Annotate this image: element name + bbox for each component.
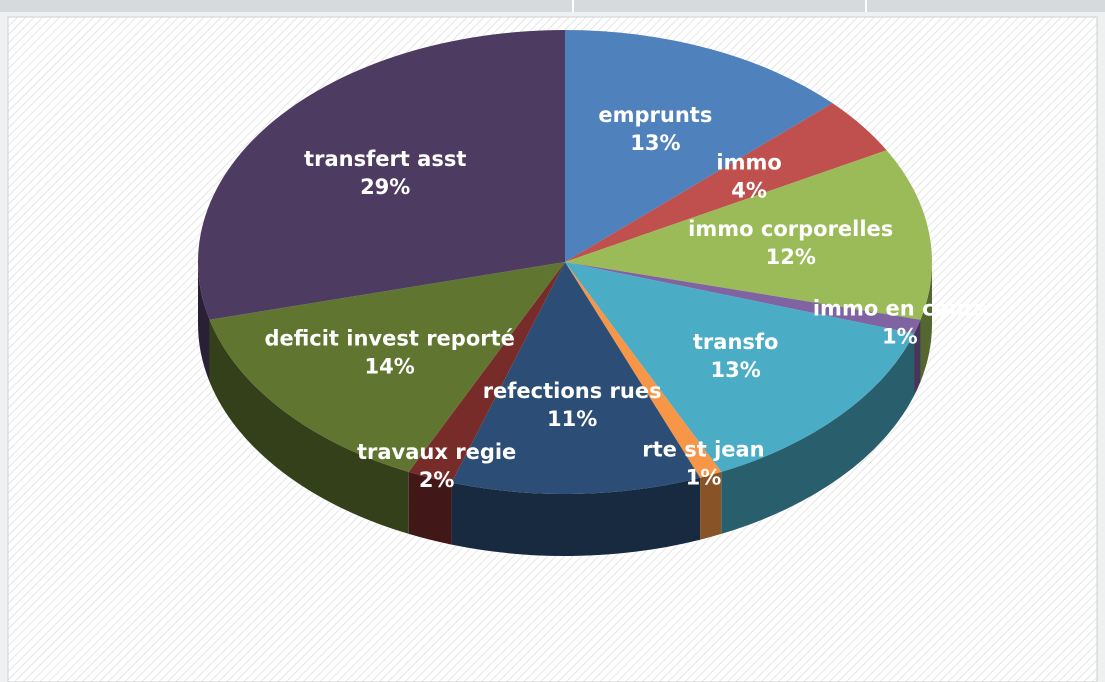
slice-value-label: 2% (419, 468, 455, 492)
slice-side (198, 262, 210, 382)
slice-label: emprunts (598, 103, 712, 127)
slice-value-label: 1% (882, 324, 918, 348)
slice-side (209, 319, 409, 534)
slice (451, 262, 701, 495)
slice-side (914, 319, 921, 396)
slice-value-label: 29% (360, 175, 410, 199)
slice-value-label: 4% (731, 178, 767, 202)
slice-value-label: 14% (365, 355, 415, 379)
slice-label: immo (716, 150, 781, 174)
slice-side (451, 477, 701, 556)
slice (565, 262, 915, 472)
slice (565, 150, 932, 320)
slice-label: rte st jean (642, 437, 764, 461)
slice (198, 30, 566, 320)
slice-label: transfo (693, 330, 779, 354)
pie: emprunts 13% immo 4% immo corporelles 12% immo… (198, 30, 987, 556)
slice (408, 262, 565, 483)
slice-value-label: 12% (766, 245, 816, 269)
slice-side (721, 333, 915, 534)
slice-label: transfert asst (304, 147, 466, 171)
slice (565, 103, 887, 262)
slice-label: immo en cours (813, 296, 987, 320)
slice-side (408, 471, 452, 545)
slice-label: refections rues (483, 379, 662, 403)
pie-labels: emprunts 13% immo 4% immo corporelles 12% immo… (264, 103, 986, 492)
slice (209, 262, 566, 472)
slice-value-label: 13% (711, 358, 761, 382)
slice (565, 30, 833, 262)
slice (565, 262, 722, 478)
slice-label: travaux regie (357, 440, 516, 464)
slice-side (700, 471, 722, 540)
slice (565, 262, 921, 334)
slice-value-label: 1% (686, 465, 722, 489)
slice-value-label: 11% (547, 407, 597, 431)
column-header-bar (0, 0, 1105, 12)
slice-side (920, 262, 932, 382)
slice-value-label: 13% (630, 131, 680, 155)
pie-sides (198, 262, 932, 556)
slice-label: deficit invest reporté (264, 327, 514, 351)
pie-tops (198, 30, 932, 495)
slice-label: immo corporelles (688, 217, 893, 241)
